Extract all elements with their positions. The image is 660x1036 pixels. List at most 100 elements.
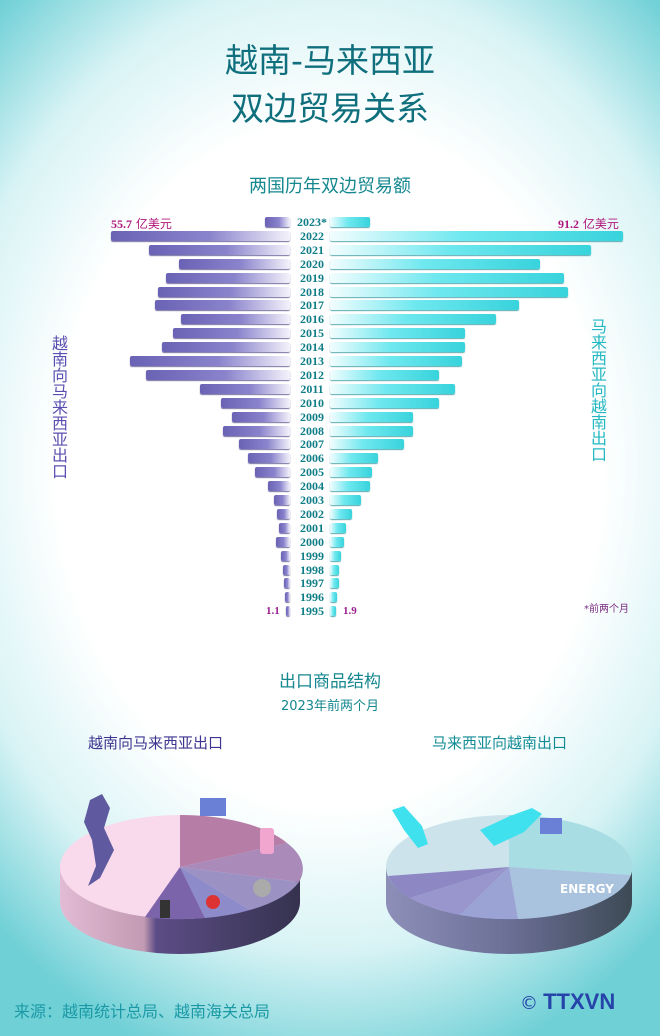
footnote: *前两个月 — [584, 604, 629, 615]
year-label: 2005 — [300, 465, 324, 480]
left-bottom-label: 1.1 — [266, 605, 280, 617]
bar-right-2002 — [330, 508, 352, 519]
bar-right-2017 — [330, 300, 520, 311]
bar-right-2008 — [330, 425, 413, 436]
bar-right-1995 — [330, 606, 337, 617]
computer-icon — [540, 818, 562, 834]
bar-right-2012 — [330, 369, 440, 380]
year-label: 2019 — [300, 270, 324, 285]
computer-icon — [200, 798, 226, 816]
pie-slice-machinery — [180, 867, 250, 918]
left-pie-title: 越南向马来西亚出口 — [88, 734, 224, 752]
bar-right-2016 — [330, 314, 496, 325]
structure-subtitle: 2023年前两个月 — [280, 699, 380, 714]
bar-right-2020 — [330, 258, 541, 269]
bar-right-2011 — [330, 383, 456, 394]
gear-icon — [206, 895, 220, 909]
left-axis-label: 越南向马来西亚出口 — [49, 335, 68, 479]
bar-left-2006 — [248, 453, 290, 464]
year-label: 2021 — [300, 242, 324, 257]
bar-right-2007 — [330, 439, 404, 450]
year-label: 2003 — [300, 493, 324, 507]
bar-left-2022 — [111, 230, 290, 241]
pie-slice-machinery — [460, 867, 518, 920]
bar-right-2018 — [330, 286, 568, 297]
bar-left-2021 — [148, 244, 290, 255]
year-label: 2011 — [300, 381, 324, 396]
year-label: 2004 — [300, 479, 324, 494]
year-label: 2015 — [300, 326, 324, 341]
vietnam-map-icon — [84, 794, 114, 886]
bar-right-1997 — [330, 578, 339, 589]
bar-right-2001 — [330, 522, 347, 533]
bar-right-2019 — [330, 272, 565, 283]
malaysia-map-icon — [392, 806, 428, 848]
pie-slice-energy — [509, 867, 631, 919]
bar-left-1997 — [283, 578, 290, 589]
year-label: 2022 — [300, 228, 324, 243]
bar-right-2006 — [330, 453, 379, 464]
year-label: 2000 — [300, 534, 324, 549]
year-label: 2007 — [300, 437, 324, 452]
bar-left-2004 — [268, 481, 290, 492]
bar-right-1998 — [330, 564, 339, 575]
year-label: 2023* — [297, 215, 327, 229]
pie-charts: ENERGY — [60, 794, 633, 954]
bar-right-2003 — [330, 495, 361, 505]
phone-icon — [160, 900, 170, 918]
year-label: 2013 — [300, 354, 324, 368]
bar-left-2016 — [180, 314, 290, 325]
right-pie: ENERGY — [386, 806, 633, 954]
right-bottom-label: 1.9 — [343, 605, 357, 617]
pie-slice-appliances — [388, 867, 509, 898]
bar-left-2019 — [166, 272, 290, 283]
year-label: 2018 — [300, 284, 324, 299]
year-label: 2009 — [300, 409, 324, 424]
bar-left-2002 — [277, 508, 290, 519]
bar-left-2020 — [179, 258, 290, 269]
year-label: 2001 — [300, 520, 324, 535]
title-line2: 双边贸易关系 — [231, 89, 429, 128]
year-label: 2020 — [300, 256, 324, 271]
pie-slice-metals — [180, 867, 299, 910]
pie-slice-computers — [180, 814, 287, 867]
left-pie — [60, 794, 303, 954]
right-axis-label: 马来西亚向越南出口 — [588, 318, 607, 462]
bar-left-2000 — [276, 536, 290, 547]
year-label: 2016 — [300, 312, 324, 327]
year-label: 2012 — [300, 367, 324, 382]
bar-left-2023* — [264, 217, 290, 227]
bar-left-2001 — [279, 522, 290, 533]
bar-left-2015 — [172, 328, 290, 339]
bar-left-1999 — [281, 550, 290, 561]
energy-icon: ENERGY — [560, 882, 614, 896]
bar-right-2004 — [330, 481, 370, 492]
bar-left-1995 — [286, 606, 290, 617]
title-line1: 越南-马来西亚 — [225, 41, 435, 80]
bar-left-1996 — [284, 592, 290, 603]
chart-title: 两国历年双边贸易额 — [249, 176, 411, 197]
bar-left-2012 — [145, 369, 290, 380]
bar-right-2022 — [330, 230, 623, 241]
source-text: 来源：越南统计总局、越南海关总局 — [14, 1002, 271, 1021]
structure-title: 出口商品结构 — [279, 672, 381, 692]
metal-icon — [253, 879, 271, 897]
bar-right-2015 — [330, 328, 465, 339]
right-top-label: 91.2 亿美元 — [558, 217, 619, 231]
bar-left-2003 — [273, 495, 290, 505]
bar-right-2023* — [330, 217, 370, 227]
bar-left-2007 — [238, 439, 290, 450]
pie-slice-equipment — [410, 867, 509, 915]
bar-right-2013 — [330, 356, 462, 366]
bar-left-2009 — [232, 411, 290, 422]
chemical-bottle-icon — [260, 828, 274, 854]
left-top-label: 55.7 亿美元 — [111, 217, 172, 231]
year-label: 2002 — [300, 506, 324, 521]
year-label: 1995 — [300, 604, 324, 619]
year-label: 2006 — [300, 451, 324, 466]
bar-right-2021 — [330, 244, 592, 255]
bar-left-2011 — [200, 383, 290, 394]
bar-left-2005 — [255, 467, 290, 478]
year-label: 1997 — [300, 576, 324, 591]
pie-slice-computers — [509, 814, 633, 875]
